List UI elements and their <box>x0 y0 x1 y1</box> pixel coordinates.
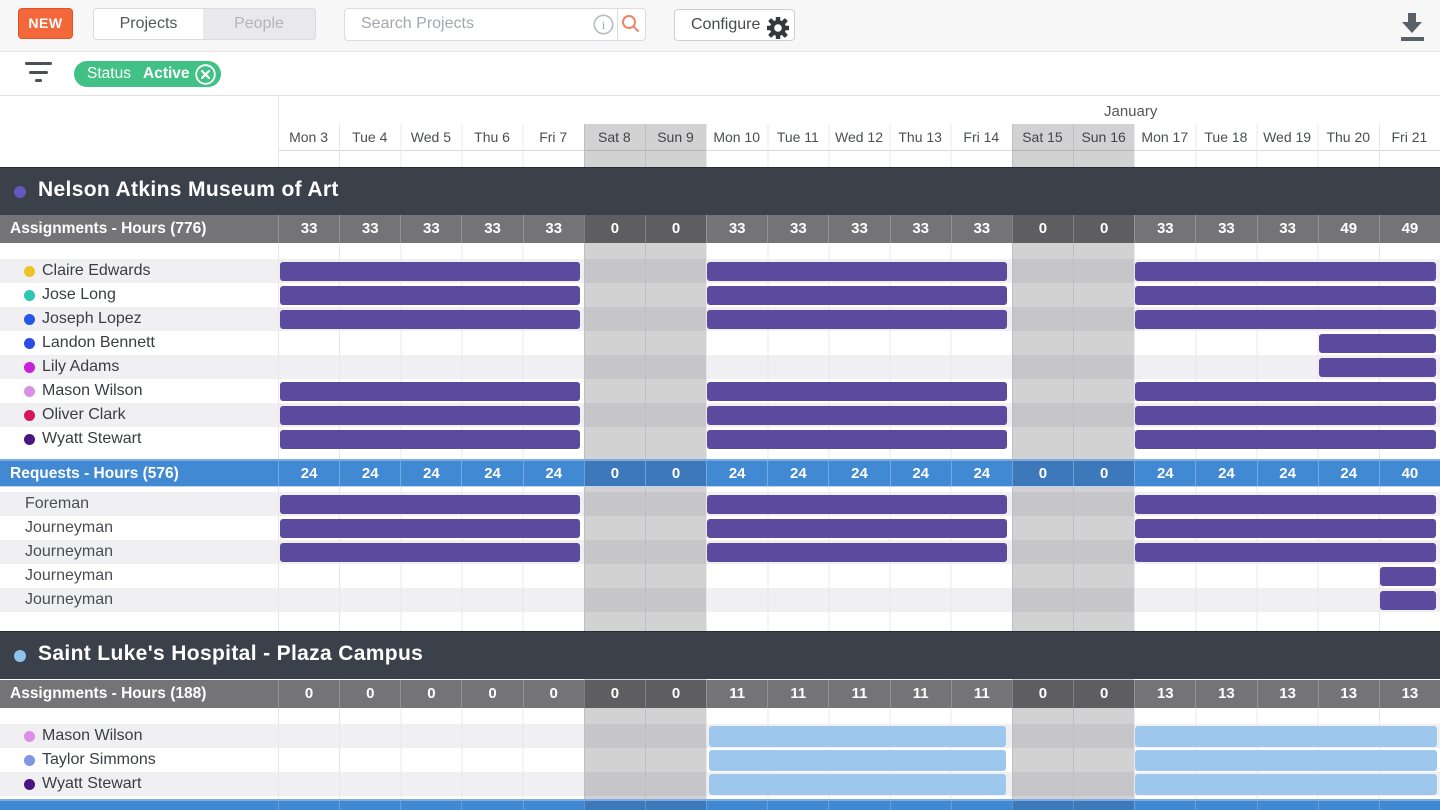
svg-text:i: i <box>602 18 606 32</box>
